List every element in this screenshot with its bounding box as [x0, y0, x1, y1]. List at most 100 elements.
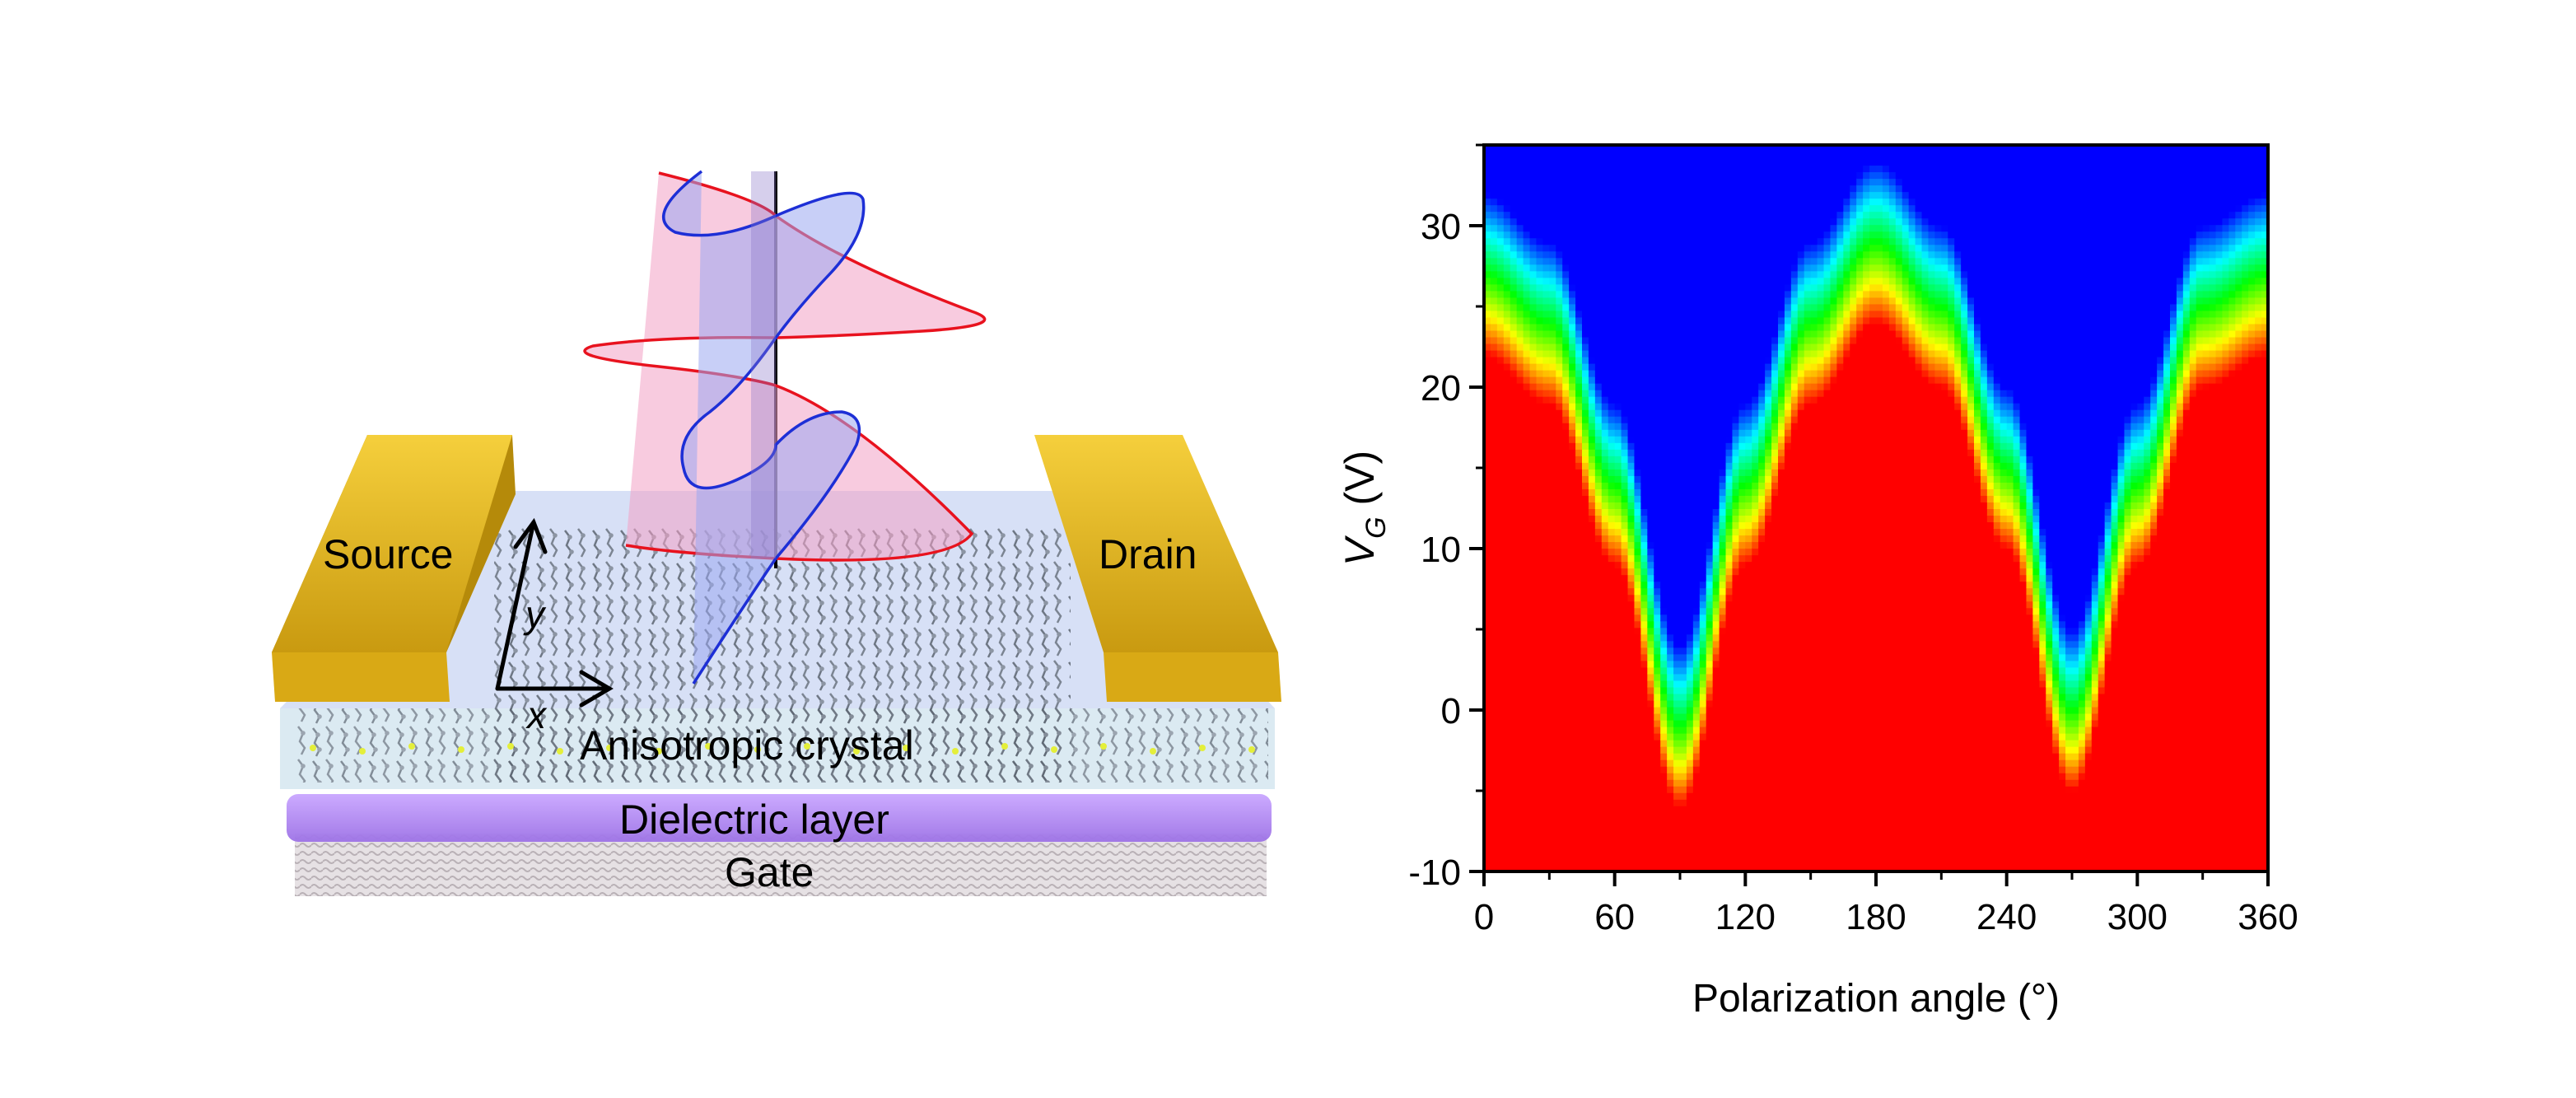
heatmap-cell: [1686, 217, 1694, 226]
heatmap-cell: [1549, 594, 1557, 602]
heatmap-cell: [1569, 587, 1577, 596]
heatmap-cell: [1503, 535, 1511, 543]
heatmap-cell: [1562, 614, 1570, 622]
heatmap-cell: [1582, 825, 1589, 833]
heatmap-cell: [1529, 759, 1538, 767]
heatmap-cell: [1621, 673, 1629, 681]
heatmap-cell: [1686, 481, 1694, 489]
heatmap-cell: [1706, 303, 1714, 311]
heatmap-cell: [1725, 594, 1734, 602]
heatmap-cell: [1660, 343, 1668, 351]
heatmap-cell: [1594, 778, 1603, 787]
heatmap-cell: [1529, 283, 1538, 292]
crystal-slab: [280, 491, 1275, 789]
heatmap-cell: [1536, 171, 1544, 180]
heatmap-cell: [1745, 778, 1753, 787]
heatmap-cell: [1608, 501, 1616, 509]
heatmap-cell: [1680, 415, 1687, 423]
heatmap-cell: [1667, 323, 1675, 331]
heatmap-cell: [1569, 349, 1577, 357]
heatmap-cell: [1516, 673, 1524, 681]
heatmap-cell: [1484, 798, 1491, 806]
heatmap-cell: [1484, 395, 1491, 404]
heatmap-cell: [1556, 706, 1564, 714]
heatmap-cell: [1594, 336, 1603, 344]
heatmap-cell: [1654, 165, 1662, 173]
heatmap-cell: [1680, 614, 1687, 622]
heatmap-cell: [1496, 217, 1505, 226]
heatmap-cell: [1673, 435, 1681, 443]
heatmap-cell: [1536, 844, 1544, 853]
heatmap-cell: [1660, 389, 1668, 397]
heatmap-cell: [1706, 581, 1714, 589]
heatmap-cell: [1732, 442, 1740, 450]
heatmap-cell: [1706, 561, 1714, 569]
heatmap-cell: [1549, 185, 1557, 193]
heatmap-cell: [1732, 759, 1740, 767]
heatmap-cell: [1673, 283, 1681, 292]
heatmap-cell: [1614, 224, 1622, 232]
heatmap-cell: [1692, 191, 1701, 199]
heatmap-cell: [1529, 857, 1538, 866]
heatmap-cell: [1601, 415, 1609, 423]
heatmap-cell: [1699, 389, 1707, 397]
heatmap-cell: [1569, 376, 1577, 384]
heatmap-cell: [1536, 185, 1544, 193]
heatmap-cell: [1660, 825, 1668, 833]
heatmap-cell: [1732, 336, 1740, 344]
heatmap-cell: [1549, 765, 1557, 773]
heatmap-cell: [1680, 211, 1687, 219]
heatmap-cell: [1562, 653, 1570, 661]
heatmap-cell: [1738, 310, 1747, 318]
heatmap-cell: [1725, 297, 1734, 305]
heatmap-cell: [1745, 851, 1753, 859]
heatmap-cell: [1745, 752, 1753, 760]
heatmap-cell: [1575, 732, 1583, 741]
heatmap-cell: [1510, 422, 1518, 430]
heatmap-cell: [1621, 250, 1629, 259]
heatmap-cell: [1771, 191, 1779, 199]
heatmap-cell: [1680, 752, 1687, 760]
heatmap-cell: [1588, 217, 1596, 226]
heatmap-cell: [1503, 158, 1511, 166]
heatmap-cell: [1516, 765, 1524, 773]
heatmap-cell: [1771, 376, 1779, 384]
heatmap-cell: [1621, 792, 1629, 800]
heatmap-cell: [1503, 600, 1511, 609]
heatmap-cell: [1660, 461, 1668, 470]
heatmap-cell: [1647, 633, 1655, 642]
heatmap-cell: [1640, 568, 1649, 576]
heatmap-cell: [1732, 844, 1740, 853]
heatmap-cell: [1745, 171, 1753, 180]
heatmap-cell: [1510, 528, 1518, 536]
heatmap-cell: [1752, 805, 1760, 813]
heatmap-cell: [1510, 825, 1518, 833]
heatmap-cell: [1594, 508, 1603, 516]
heatmap-cell: [1556, 356, 1564, 364]
heatmap-cell: [1608, 435, 1616, 443]
heatmap-cell: [1496, 785, 1505, 793]
heatmap-cell: [1510, 693, 1518, 701]
heatmap-cell: [1536, 145, 1544, 153]
heatmap-cell: [1686, 283, 1694, 292]
heatmap-cell: [1516, 811, 1524, 820]
heatmap-cell: [1542, 778, 1551, 787]
heatmap-cell: [1765, 653, 1773, 661]
heatmap-cell: [1732, 501, 1740, 509]
heatmap-cell: [1542, 825, 1551, 833]
heatmap-cell: [1503, 759, 1511, 767]
heatmap-cell: [1614, 415, 1622, 423]
heatmap-cell: [1510, 231, 1518, 239]
heatmap-cell: [1608, 831, 1616, 839]
heatmap-cell: [1673, 726, 1681, 734]
heatmap-cell: [1588, 349, 1596, 357]
heatmap-cell: [1752, 726, 1760, 734]
heatmap-cell: [1594, 851, 1603, 859]
heatmap-cell: [1582, 217, 1589, 226]
heatmap-cell: [1732, 719, 1740, 727]
heatmap-cell: [1758, 594, 1766, 602]
heatmap-cell: [1556, 461, 1564, 470]
heatmap-cell: [1647, 614, 1655, 622]
heatmap-cell: [1608, 759, 1616, 767]
heatmap-cell: [1640, 171, 1649, 180]
